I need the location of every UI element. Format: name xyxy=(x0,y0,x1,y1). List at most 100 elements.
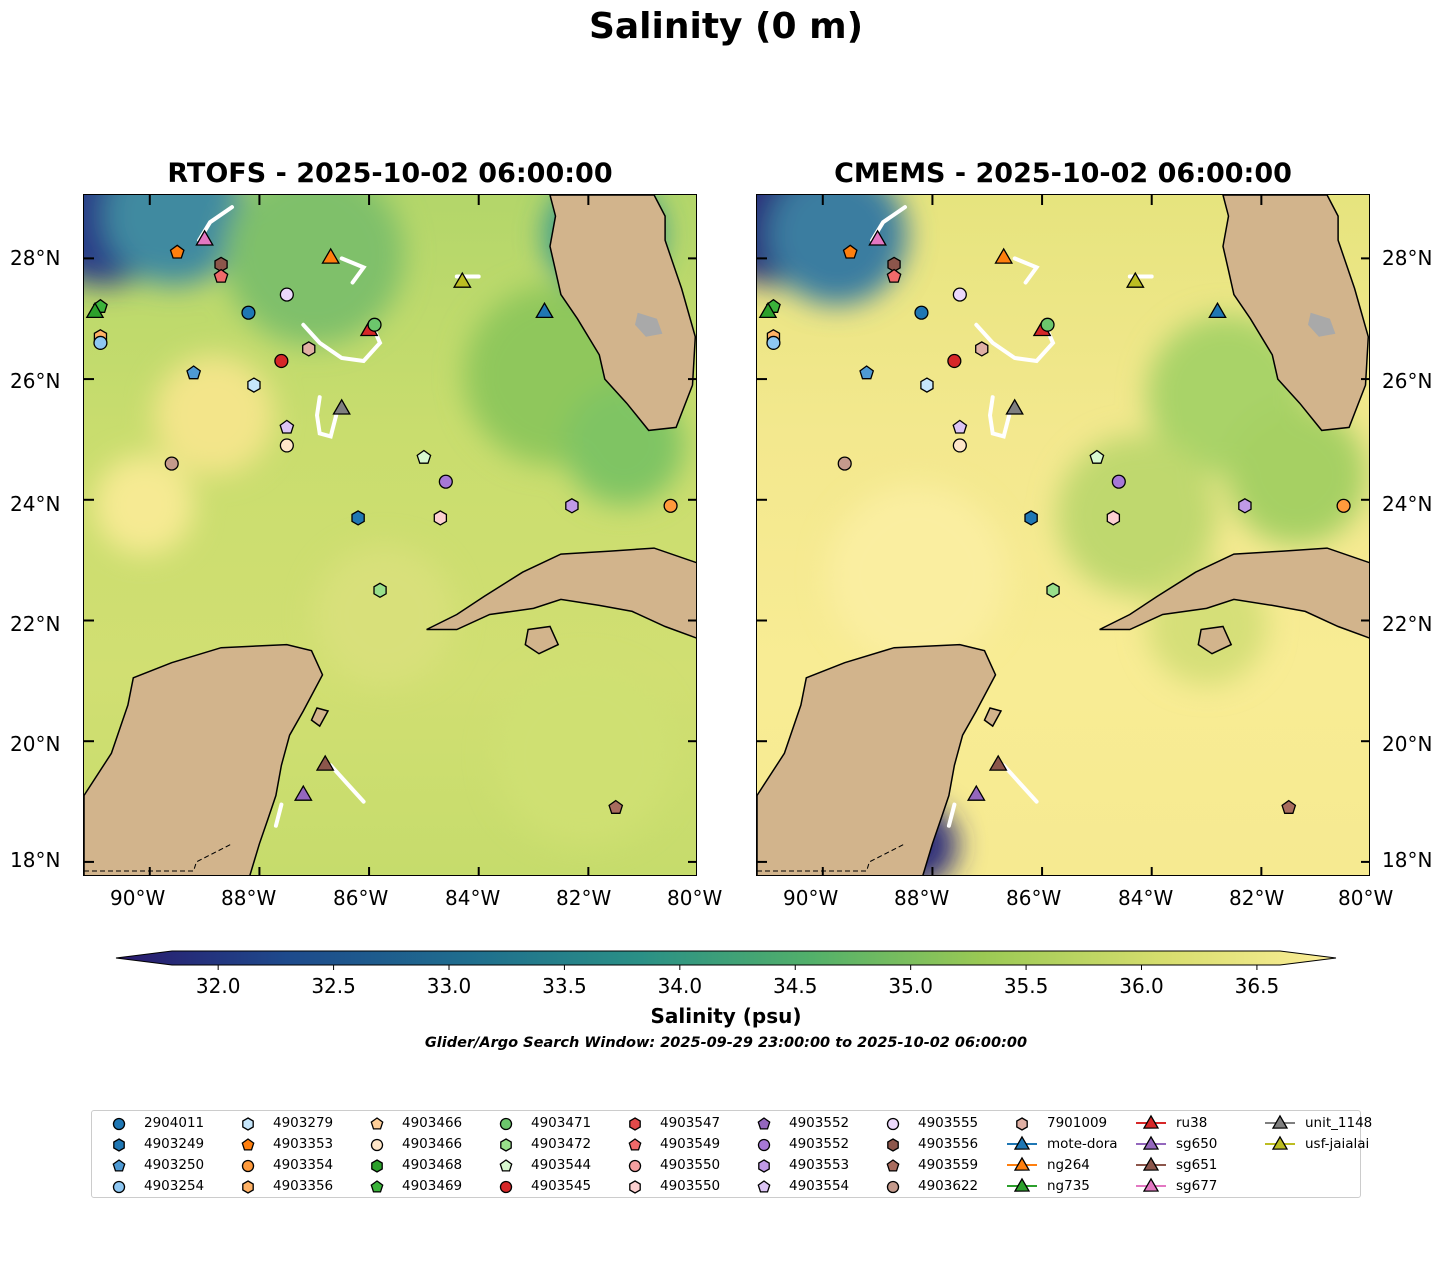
marker-4903555[interactable] xyxy=(279,287,294,302)
marker-4903353[interactable] xyxy=(842,244,858,259)
legend-marker[interactable] xyxy=(1271,1135,1289,1150)
legend-marker[interactable] xyxy=(370,1117,384,1130)
legend-marker[interactable] xyxy=(629,1180,641,1194)
marker-ng735[interactable] xyxy=(85,301,105,319)
marker-4903544[interactable] xyxy=(1089,449,1105,464)
marker-mote-dora[interactable] xyxy=(535,301,554,319)
legend-marker[interactable] xyxy=(628,1138,642,1151)
marker-4903552[interactable] xyxy=(438,474,453,489)
marker-2904011[interactable] xyxy=(241,305,256,320)
marker-4903472[interactable] xyxy=(1046,582,1060,599)
marker-7901009[interactable] xyxy=(302,341,316,357)
legend-marker[interactable] xyxy=(112,1159,126,1172)
marker-4903622[interactable] xyxy=(164,456,179,471)
marker-4903354[interactable] xyxy=(663,498,678,513)
legend-marker[interactable] xyxy=(499,1117,513,1131)
legend-marker[interactable] xyxy=(242,1180,254,1194)
circle-marker-icon xyxy=(499,1117,513,1131)
marker-ng264[interactable] xyxy=(321,247,341,264)
legend-marker[interactable] xyxy=(757,1138,771,1152)
legend-marker[interactable] xyxy=(887,1138,899,1152)
legend-marker[interactable] xyxy=(371,1159,383,1173)
marker-4903279[interactable] xyxy=(920,377,934,393)
legend-marker[interactable] xyxy=(757,1117,771,1130)
marker-4903545[interactable] xyxy=(274,353,289,369)
marker-4903550[interactable] xyxy=(433,510,448,526)
marker-unit_1148[interactable] xyxy=(1005,398,1024,415)
marker-sg651[interactable] xyxy=(315,754,335,771)
legend-marker[interactable] xyxy=(1142,1114,1160,1129)
marker-sg677[interactable] xyxy=(195,229,214,246)
marker-4903550[interactable] xyxy=(1106,510,1121,526)
marker-4903354[interactable] xyxy=(1336,498,1351,513)
legend-marker[interactable] xyxy=(628,1159,642,1173)
marker-4903250[interactable] xyxy=(186,365,202,380)
marker-4903545[interactable] xyxy=(947,353,962,369)
legend-marker[interactable] xyxy=(499,1180,513,1194)
marker-4903554[interactable] xyxy=(952,419,968,434)
marker-ng735[interactable] xyxy=(758,301,778,319)
legend-marker[interactable] xyxy=(113,1138,125,1152)
marker-sg677[interactable] xyxy=(868,229,887,246)
legend-marker[interactable] xyxy=(1013,1177,1031,1192)
marker-4903466[interactable] xyxy=(279,438,294,453)
legend-marker[interactable] xyxy=(886,1117,900,1131)
marker-sg651[interactable] xyxy=(988,754,1008,771)
marker-unit_1148[interactable] xyxy=(332,398,351,415)
marker-4903249[interactable] xyxy=(1024,510,1038,526)
pentagon-marker-icon xyxy=(499,1159,513,1172)
marker-4903553[interactable] xyxy=(565,498,579,514)
marker-4903559[interactable] xyxy=(1281,799,1297,814)
marker-4903254[interactable] xyxy=(766,335,781,350)
legend-marker[interactable] xyxy=(757,1180,771,1193)
legend-marker[interactable] xyxy=(1013,1135,1031,1150)
legend-marker[interactable] xyxy=(500,1138,512,1152)
marker-usf-jaialai[interactable] xyxy=(1125,271,1145,288)
marker-7901009[interactable] xyxy=(975,341,989,357)
marker-4903249[interactable] xyxy=(351,510,365,526)
marker-4903552[interactable] xyxy=(1111,474,1126,489)
legend-marker[interactable] xyxy=(499,1159,513,1172)
rtofs-salinity-map[interactable] xyxy=(83,194,697,876)
marker-4903471[interactable] xyxy=(1040,317,1055,332)
marker-4903544[interactable] xyxy=(416,449,432,464)
marker-4903279[interactable] xyxy=(247,377,261,393)
legend-marker[interactable] xyxy=(1142,1156,1160,1171)
legend-marker[interactable] xyxy=(112,1117,126,1131)
marker-4903559[interactable] xyxy=(608,799,624,814)
legend-marker[interactable] xyxy=(370,1180,384,1193)
marker-4903466[interactable] xyxy=(952,438,967,453)
marker-4903472[interactable] xyxy=(373,582,387,599)
legend-marker[interactable] xyxy=(241,1138,255,1151)
legend-marker[interactable] xyxy=(370,1138,384,1152)
marker-4903549[interactable] xyxy=(886,268,902,283)
marker-4903555[interactable] xyxy=(952,287,967,302)
legend-marker[interactable] xyxy=(112,1180,126,1194)
marker-4903250[interactable] xyxy=(859,365,875,380)
legend-marker[interactable] xyxy=(1013,1156,1031,1171)
legend-marker[interactable] xyxy=(242,1117,254,1131)
legend-marker[interactable] xyxy=(241,1159,255,1173)
marker-4903254[interactable] xyxy=(93,335,108,350)
marker-4903554[interactable] xyxy=(279,419,295,434)
legend-marker[interactable] xyxy=(886,1180,900,1194)
cmems-salinity-map[interactable] xyxy=(756,194,1370,876)
marker-mote-dora[interactable] xyxy=(1208,301,1227,319)
legend-marker[interactable] xyxy=(758,1159,770,1173)
marker-usf-jaialai[interactable] xyxy=(452,271,472,288)
marker-4903471[interactable] xyxy=(367,317,382,332)
marker-sg650[interactable] xyxy=(966,784,986,801)
legend-marker[interactable] xyxy=(886,1159,900,1172)
legend-marker[interactable] xyxy=(1142,1135,1160,1150)
legend-marker[interactable] xyxy=(1016,1117,1028,1131)
marker-2904011[interactable] xyxy=(914,305,929,320)
marker-ng264[interactable] xyxy=(994,247,1014,264)
marker-4903549[interactable] xyxy=(213,268,229,283)
legend-marker[interactable] xyxy=(1271,1114,1289,1129)
marker-4903553[interactable] xyxy=(1238,498,1252,514)
legend-marker[interactable] xyxy=(1142,1177,1160,1192)
marker-4903622[interactable] xyxy=(837,456,852,471)
legend-marker[interactable] xyxy=(629,1117,641,1131)
marker-sg650[interactable] xyxy=(293,784,313,801)
marker-4903353[interactable] xyxy=(169,244,185,259)
